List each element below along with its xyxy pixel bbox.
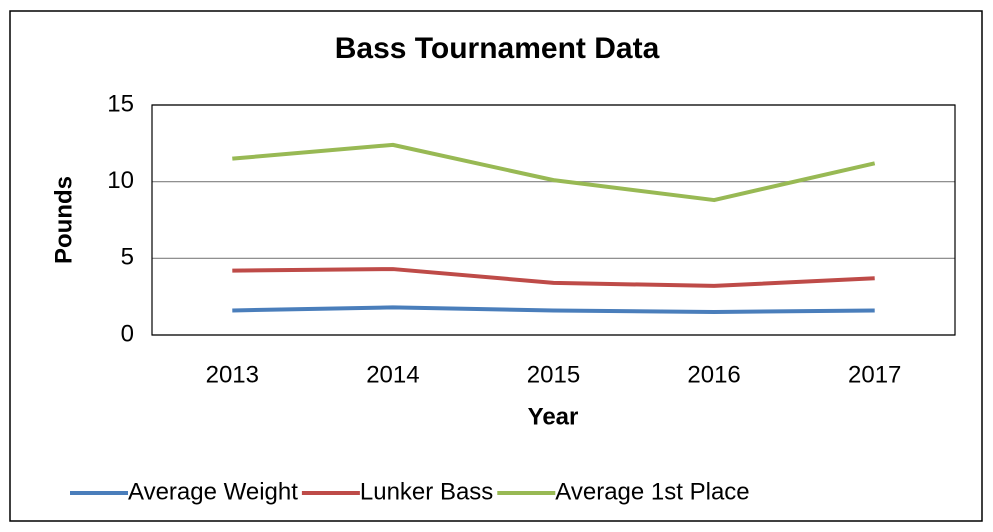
y-tick-label: 10 — [107, 167, 134, 194]
series-line — [232, 267, 875, 288]
x-tick-label: 2016 — [687, 361, 740, 388]
x-tick-label: 2017 — [848, 361, 901, 388]
y-axis-title: Pounds — [50, 176, 77, 264]
y-tick-label: 0 — [121, 320, 134, 347]
y-tick-label: 5 — [121, 244, 134, 271]
x-tick-label: 2014 — [366, 361, 419, 388]
series-line — [232, 142, 876, 203]
x-axis-title: Year — [528, 403, 579, 430]
series-line — [232, 305, 875, 314]
legend-label: Lunker Bass — [360, 478, 493, 505]
plot-border — [151, 104, 956, 336]
x-tick-label: 2013 — [206, 361, 259, 388]
chart-border — [9, 10, 983, 522]
legend-label: Average 1st Place — [555, 478, 749, 505]
x-tick-label: 2015 — [527, 361, 580, 388]
chart-title: Bass Tournament Data — [335, 32, 660, 65]
y-tick-label: 15 — [107, 90, 134, 117]
legend-label: Average Weight — [128, 478, 298, 505]
